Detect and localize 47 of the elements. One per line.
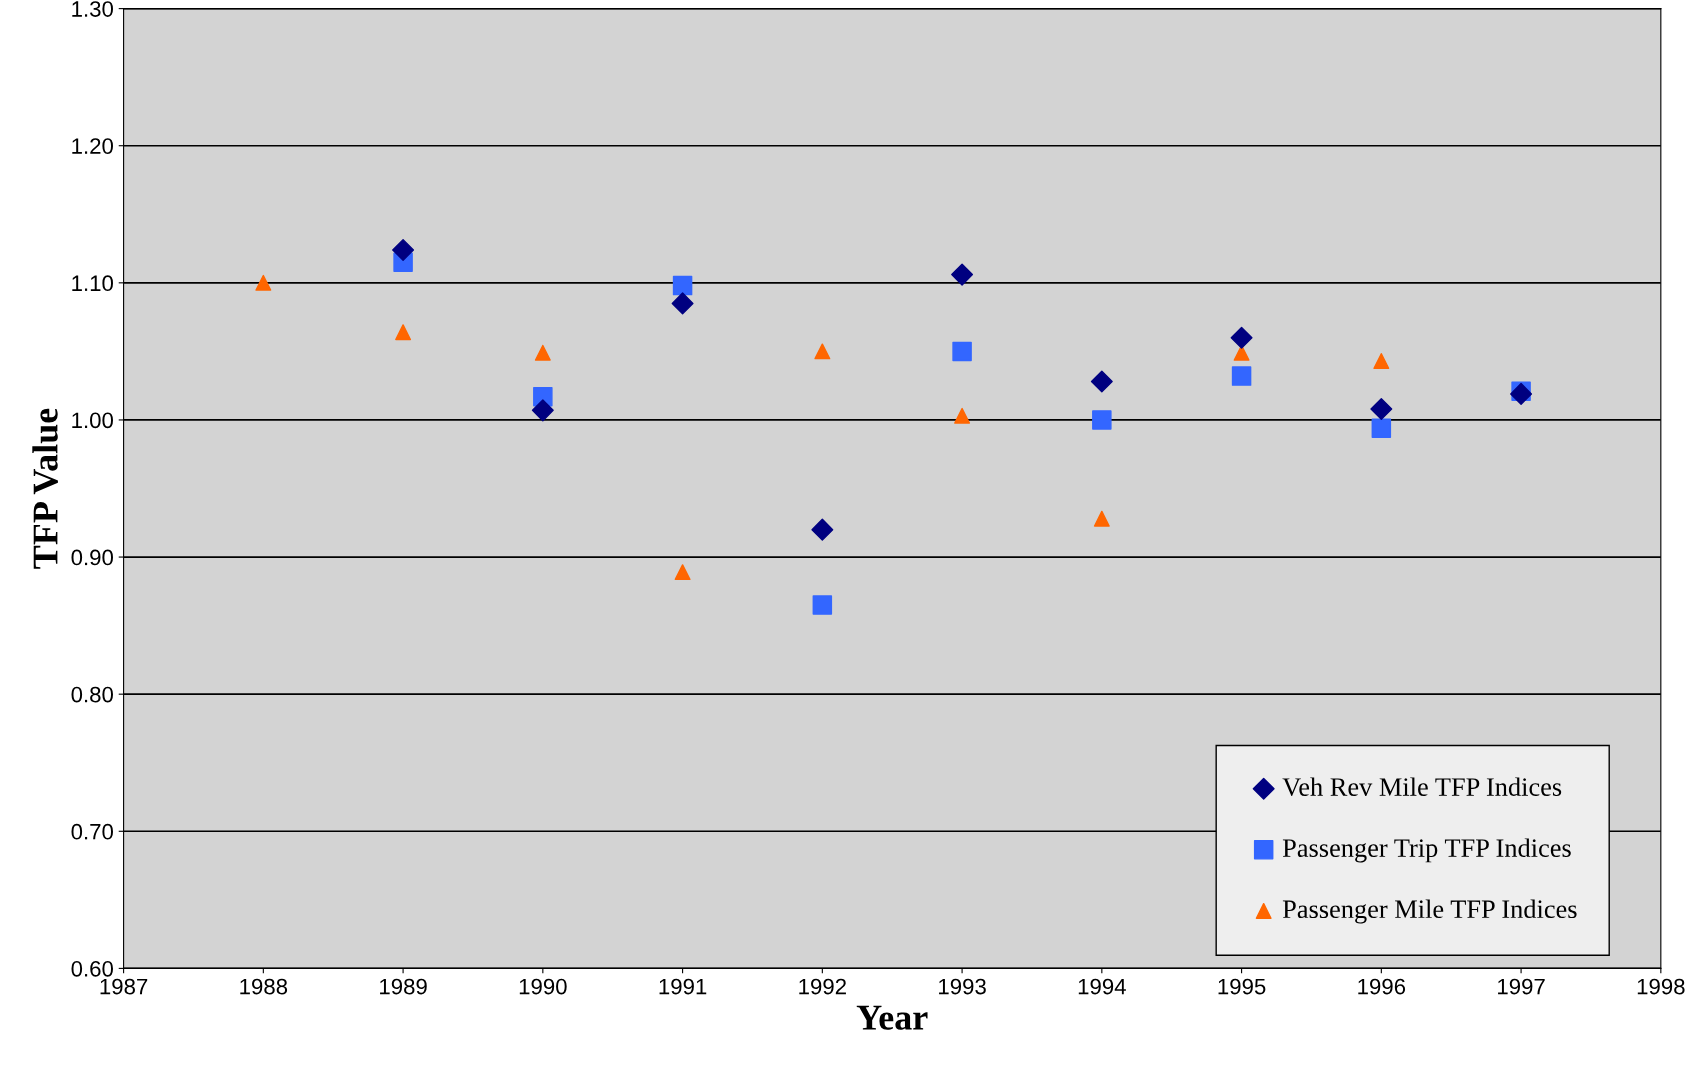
- x-tick-label: 1998: [1637, 978, 1685, 995]
- point: [671, 292, 694, 315]
- point: [811, 518, 834, 541]
- y-tick-label: 1.30: [72, 1, 113, 17]
- x-tick-label: 1997: [1498, 978, 1545, 995]
- point: [1373, 353, 1390, 369]
- y-tick-label: 0.80: [71, 686, 113, 703]
- x-tick-label: 1989: [380, 978, 427, 995]
- point: [1371, 418, 1392, 438]
- legend-label: Passenger Trip TFP Indices: [1282, 838, 1571, 863]
- x-tick-label: 1992: [799, 978, 846, 995]
- x-tick-label: 1995: [1218, 978, 1266, 995]
- x-tick-label: 1991: [659, 978, 707, 995]
- x-tick-label: 1996: [1358, 978, 1406, 995]
- point: [951, 263, 974, 286]
- x-tick-label: 1993: [939, 978, 986, 995]
- point: [534, 344, 551, 361]
- point: [255, 274, 272, 291]
- point: [395, 324, 412, 341]
- x-tick-label: 1994: [1078, 978, 1126, 995]
- point: [1092, 410, 1112, 430]
- point: [1090, 370, 1113, 393]
- x-axis-title: Year: [856, 1005, 928, 1030]
- y-tick-label: 1.00: [72, 412, 113, 429]
- point: [672, 275, 693, 296]
- y-tick-label: 1.20: [72, 138, 113, 154]
- point: [1370, 397, 1393, 420]
- point: [531, 399, 554, 422]
- x-tick-label: 1988: [240, 978, 288, 995]
- point: [674, 564, 691, 581]
- y-tick-label: 0.60: [71, 960, 113, 977]
- point: [392, 238, 415, 261]
- point: [812, 595, 833, 615]
- point: [952, 341, 972, 362]
- legend-label: Passenger Mile TFP Indices: [1282, 899, 1577, 924]
- point: [1230, 326, 1253, 349]
- x-tick-label: 1987: [100, 978, 148, 995]
- y-tick-label: 1.10: [72, 275, 113, 292]
- point: [814, 343, 831, 360]
- point: [1231, 366, 1252, 386]
- point: [954, 407, 971, 424]
- y-tick-label: 0.70: [71, 823, 113, 840]
- y-tick-label: 0.90: [71, 549, 113, 566]
- y-axis-title: TFP Value: [32, 408, 58, 569]
- legend-label: Veh Rev Mile TFP Indices: [1282, 777, 1562, 797]
- point: [1093, 510, 1110, 527]
- x-tick-label: 1990: [519, 978, 567, 995]
